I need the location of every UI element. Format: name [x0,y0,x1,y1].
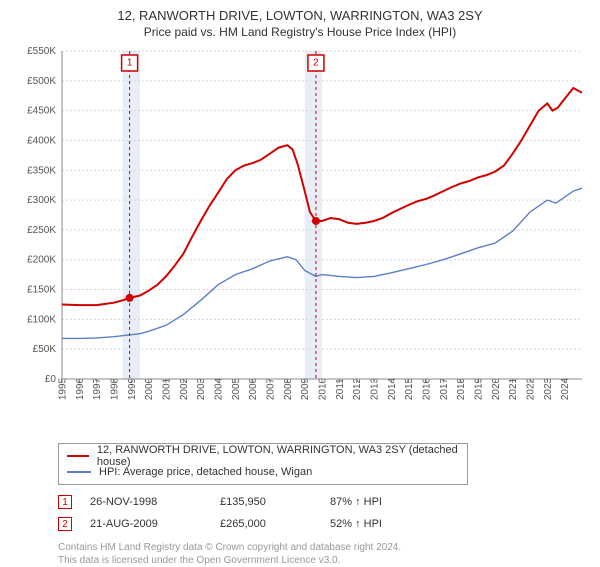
svg-text:2004: 2004 [214,377,225,400]
svg-text:£550K: £550K [27,46,56,57]
svg-text:2007: 2007 [266,377,277,400]
svg-text:£400K: £400K [27,135,56,146]
sale-dot [126,294,134,302]
svg-text:£150K: £150K [27,285,56,296]
sale-events-list: 1 26-NOV-1998£135,95087% ↑ HPI 2 21-AUG-200… [58,491,586,535]
svg-text:2011: 2011 [335,378,346,400]
svg-text:2014: 2014 [387,377,398,400]
svg-text:2010: 2010 [318,377,329,400]
svg-text:2023: 2023 [543,377,554,400]
event-pct: 87% ↑ HPI [330,496,440,508]
svg-text:2021: 2021 [508,377,519,400]
svg-text:2002: 2002 [179,377,190,400]
svg-text:2003: 2003 [196,377,207,400]
event-date: 26-NOV-1998 [90,496,220,508]
svg-text:1999: 1999 [127,377,138,400]
svg-text:£100K: £100K [27,314,56,325]
legend-label: HPI: Average price, detached house, Wiga… [99,466,312,478]
svg-text:2012: 2012 [352,377,363,400]
svg-text:£300K: £300K [27,195,56,206]
svg-text:£50K: £50K [33,344,57,355]
svg-text:2: 2 [313,58,319,69]
svg-text:2018: 2018 [456,377,467,400]
legend-label: 12, RANWORTH DRIVE, LOWTON, WARRINGTON, … [97,444,459,468]
svg-text:£450K: £450K [27,106,56,117]
event-marker-icon: 2 [58,517,72,531]
svg-text:2013: 2013 [370,377,381,400]
event-price: £265,000 [220,518,330,530]
chart-subtitle: Price paid vs. HM Land Registry's House … [14,25,586,39]
svg-text:1997: 1997 [92,377,103,400]
legend-item: 12, RANWORTH DRIVE, LOWTON, WARRINGTON, … [67,448,459,464]
event-date: 21-AUG-2009 [90,518,220,530]
svg-text:2019: 2019 [474,377,485,400]
chart-plot-area: £0 £50K £100K £150K £200K £250K £300K £350K £400… [14,45,586,435]
legend: 12, RANWORTH DRIVE, LOWTON, WARRINGTON, … [58,443,468,485]
svg-text:2016: 2016 [422,377,433,400]
chart-container: 12, RANWORTH DRIVE, LOWTON, WARRINGTON, … [0,0,600,560]
svg-text:£250K: £250K [27,225,56,236]
svg-text:2015: 2015 [404,377,415,400]
svg-text:1998: 1998 [110,377,121,400]
line-chart-svg: £0 £50K £100K £150K £200K £250K £300K £350K £400… [14,45,586,435]
svg-text:£500K: £500K [27,76,56,87]
svg-text:2009: 2009 [300,377,311,400]
svg-text:2001: 2001 [162,377,173,400]
sale-event-row: 2 21-AUG-2009£265,00052% ↑ HPI [58,513,586,535]
legend-swatch [67,471,91,473]
event-price: £135,950 [220,496,330,508]
svg-text:2017: 2017 [439,377,450,400]
svg-text:1995: 1995 [58,377,69,400]
svg-text:2022: 2022 [526,377,537,400]
svg-text:1996: 1996 [75,377,86,400]
legend-swatch [67,455,89,457]
svg-text:£200K: £200K [27,255,56,266]
footer-line: Contains HM Land Registry data © Crown c… [58,541,586,554]
svg-text:2024: 2024 [560,377,571,400]
svg-text:1: 1 [127,58,133,69]
svg-text:2020: 2020 [491,377,502,400]
svg-text:£0: £0 [45,374,57,385]
svg-text:2000: 2000 [144,377,155,400]
svg-text:2008: 2008 [283,377,294,400]
attribution-footer: Contains HM Land Registry data © Crown c… [58,541,586,567]
event-marker-icon: 1 [58,495,72,509]
footer-line: This data is licensed under the Open Gov… [58,554,586,567]
svg-text:£350K: £350K [27,165,56,176]
svg-text:2006: 2006 [248,377,259,400]
event-pct: 52% ↑ HPI [330,518,440,530]
sale-event-row: 1 26-NOV-1998£135,95087% ↑ HPI [58,491,586,513]
sale-dot [312,217,320,225]
chart-title: 12, RANWORTH DRIVE, LOWTON, WARRINGTON, … [14,8,586,23]
svg-text:2005: 2005 [231,377,242,400]
